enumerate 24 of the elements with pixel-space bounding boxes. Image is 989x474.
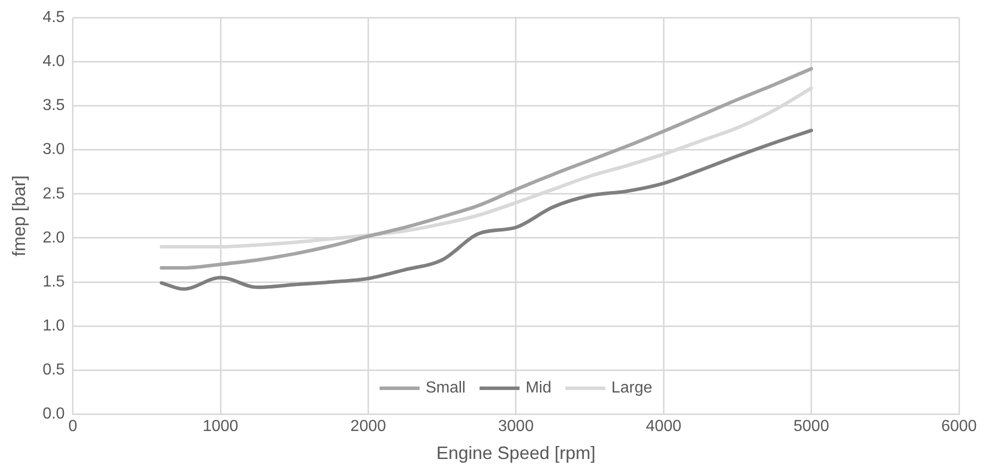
y-tick-label: 3.5 bbox=[42, 97, 65, 114]
y-tick-label: 4.0 bbox=[42, 53, 65, 70]
legend-label: Small bbox=[426, 380, 466, 397]
y-tick-label: 1.0 bbox=[42, 317, 65, 334]
legend-label: Mid bbox=[526, 380, 552, 397]
x-tick-label: 5000 bbox=[794, 418, 830, 436]
x-tick-label: 3000 bbox=[498, 418, 534, 436]
y-axis-title: fmep [bar] bbox=[8, 175, 29, 256]
x-tick-label: 0 bbox=[68, 418, 78, 436]
y-tick-label: 0.0 bbox=[42, 406, 65, 423]
y-tick-label: 4.5 bbox=[42, 9, 65, 26]
x-tick-label: 1000 bbox=[202, 418, 238, 436]
y-tick-label: 2.5 bbox=[42, 185, 65, 202]
y-tick-label: 1.5 bbox=[42, 273, 65, 290]
x-tick-label: 4000 bbox=[646, 418, 682, 436]
y-tick-label: 2.0 bbox=[42, 229, 65, 246]
line-series bbox=[160, 128, 814, 291]
x-tick-label: 2000 bbox=[350, 418, 386, 436]
y-tick-label: 3.0 bbox=[42, 141, 65, 158]
y-tick-label: 0.5 bbox=[42, 362, 65, 379]
line-series bbox=[160, 66, 814, 270]
x-tick-label: 6000 bbox=[941, 418, 977, 436]
legend-label: Large bbox=[611, 380, 652, 397]
x-axis-title: Engine Speed [rpm] bbox=[436, 443, 596, 464]
